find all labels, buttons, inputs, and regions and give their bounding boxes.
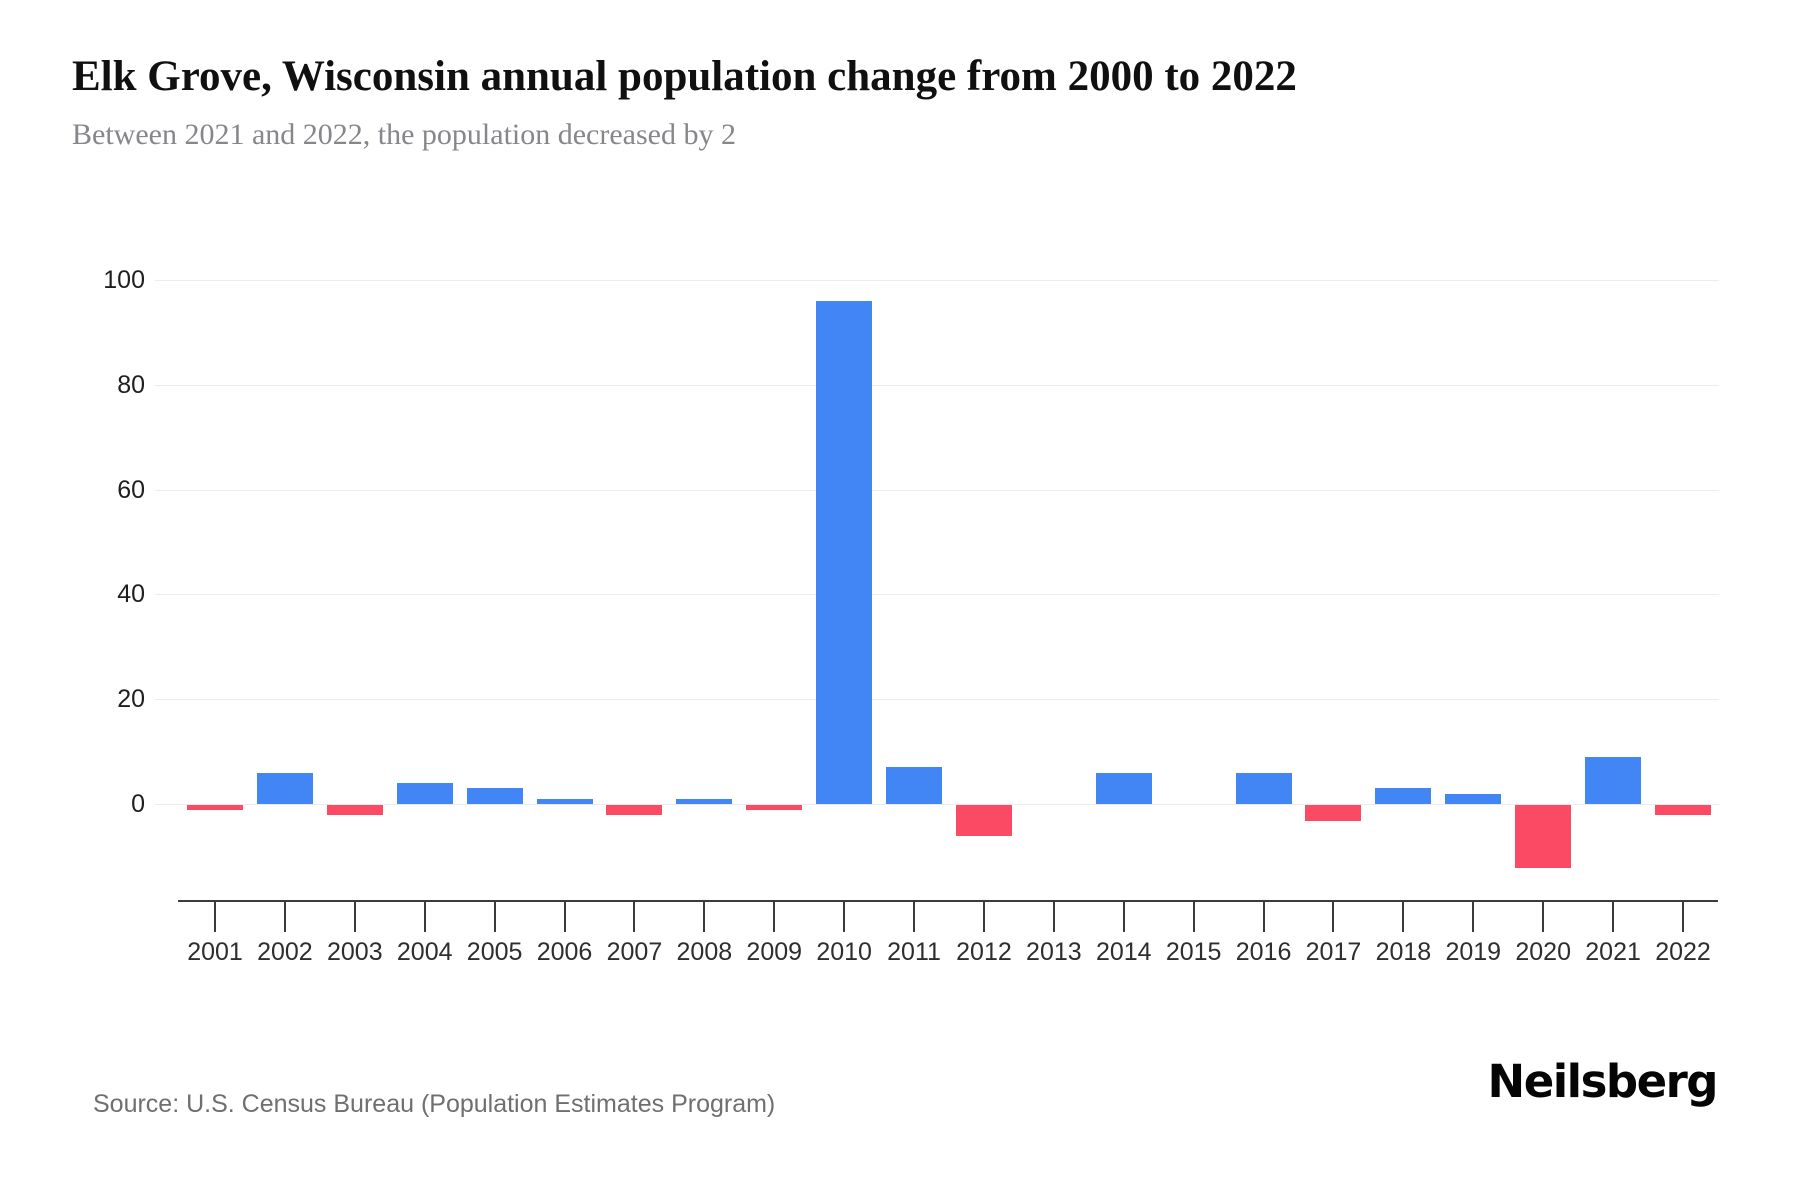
x-tick-2009 [773,902,776,932]
x-tick-2008 [703,902,706,932]
x-tick-2006 [563,902,566,932]
source-note: Source: U.S. Census Bureau (Population E… [93,1090,776,1118]
x-axis-label-2010: 2010 [816,938,872,966]
bar-2011 [886,767,943,804]
bar-2007 [606,805,663,816]
gridline-40 [155,594,1719,596]
bar-2006 [536,798,593,804]
x-axis-label-2006: 2006 [536,938,593,966]
y-axis-label-80: 80 [117,370,145,399]
x-axis-label-2022: 2022 [1655,938,1711,966]
x-axis-label-2016: 2016 [1235,938,1292,966]
bar-2009 [746,805,803,811]
x-tick-2013 [1052,902,1055,932]
x-tick-2011 [913,902,916,932]
x-tick-2020 [1542,902,1545,932]
x-axis-label-2021: 2021 [1585,938,1641,966]
x-axis-label-2020: 2020 [1515,938,1571,966]
bar-2021 [1585,756,1642,804]
x-tick-2005 [493,902,496,932]
x-tick-2017 [1332,902,1335,932]
x-axis-label-2011: 2011 [887,938,941,966]
x-axis-label-2005: 2005 [466,938,523,966]
x-axis-line [178,900,1718,902]
x-tick-2015 [1192,902,1195,932]
x-tick-2010 [843,902,846,932]
y-axis-label-40: 40 [117,580,145,609]
x-axis-label-2017: 2017 [1305,938,1362,966]
x-axis-label-2013: 2013 [1026,938,1082,966]
y-axis-label-0: 0 [131,790,145,818]
bar-2014 [1095,772,1152,804]
bar-2016 [1235,772,1292,804]
y-axis-label-100: 100 [103,266,145,294]
x-axis-label-2003: 2003 [326,938,383,966]
bar-2010 [816,300,873,804]
x-axis-label-2018: 2018 [1375,938,1432,966]
x-tick-2018 [1402,902,1405,932]
bar-2019 [1445,793,1502,804]
x-axis-label-2004: 2004 [396,938,453,966]
y-axis-label-60: 60 [117,475,145,504]
x-tick-2014 [1122,902,1125,932]
x-tick-2002 [283,902,286,932]
gridline-0 [155,804,1719,805]
chart-title: Elk Grove, Wisconsin annual population c… [72,53,1297,100]
x-axis-label-2001: 2001 [187,938,243,966]
y-axis-label-20: 20 [117,685,145,714]
bar-2018 [1375,788,1432,804]
x-tick-2022 [1682,902,1684,932]
brand-logo: Neilsberg [1487,1055,1719,1108]
x-tick-2007 [633,902,636,932]
x-axis-label-2008: 2008 [676,938,733,966]
x-tick-2004 [423,902,426,932]
x-axis-label-2019: 2019 [1445,938,1502,966]
gridline-20 [155,699,1719,701]
x-tick-2001 [214,902,216,932]
x-axis-label-2015: 2015 [1165,938,1222,966]
x-tick-2003 [353,902,356,932]
bar-2008 [676,798,733,804]
x-tick-2016 [1262,902,1265,932]
bar-2020 [1515,805,1572,868]
bar-2001 [187,805,243,811]
x-axis-label-2014: 2014 [1095,938,1152,966]
x-axis-label-2009: 2009 [746,938,803,966]
x-tick-2019 [1472,902,1475,932]
bar-2017 [1305,805,1362,821]
x-axis-label-2007: 2007 [606,938,663,966]
bar-2012 [955,805,1012,837]
x-tick-2021 [1612,902,1615,932]
bar-2005 [466,788,523,804]
bar-2022 [1655,805,1711,816]
bar-2004 [396,783,453,804]
gridline-100 [155,280,1719,281]
x-axis-label-2002: 2002 [257,938,313,966]
gridline-80 [155,384,1719,386]
chart-subtitle: Between 2021 and 2022, the population de… [72,118,736,151]
bar-2002 [256,772,313,804]
gridline-60 [155,489,1719,491]
x-tick-2012 [982,902,985,932]
bar-2003 [326,805,383,816]
x-axis-label-2012: 2012 [956,938,1012,966]
